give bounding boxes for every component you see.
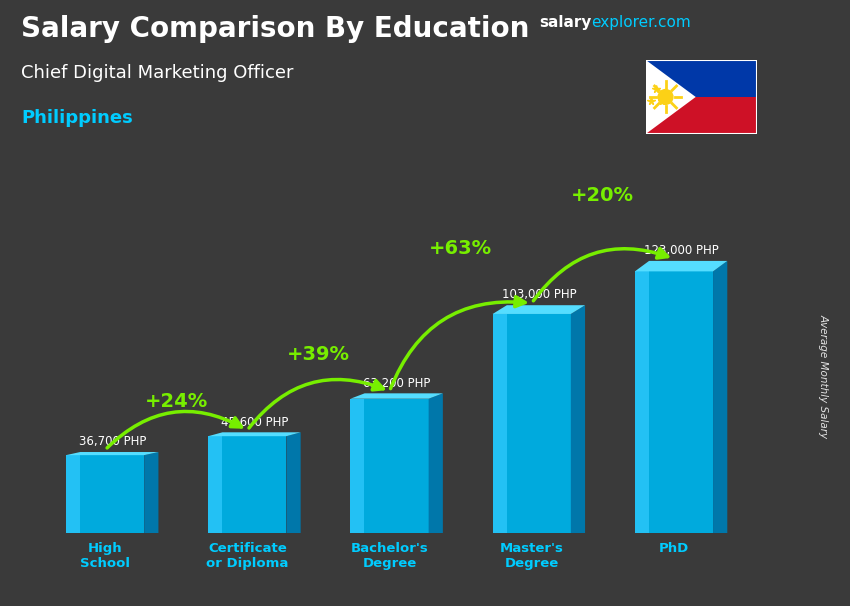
Polygon shape [350, 399, 428, 533]
Polygon shape [493, 314, 571, 533]
Polygon shape [646, 60, 756, 97]
Polygon shape [635, 271, 649, 533]
Polygon shape [208, 432, 301, 436]
Text: +39%: +39% [287, 345, 350, 364]
Polygon shape [635, 271, 713, 533]
Text: Salary Comparison By Education: Salary Comparison By Education [21, 15, 530, 43]
Polygon shape [635, 261, 728, 271]
Polygon shape [646, 60, 695, 134]
Polygon shape [286, 432, 301, 533]
Polygon shape [493, 305, 585, 314]
Polygon shape [713, 261, 728, 533]
Polygon shape [350, 393, 443, 399]
Polygon shape [208, 436, 286, 533]
Text: Chief Digital Marketing Officer: Chief Digital Marketing Officer [21, 64, 294, 82]
Text: 103,000 PHP: 103,000 PHP [502, 288, 576, 301]
Polygon shape [646, 97, 756, 134]
Text: Philippines: Philippines [21, 109, 133, 127]
Text: +20%: +20% [571, 186, 634, 205]
Polygon shape [66, 452, 158, 455]
Text: 36,700 PHP: 36,700 PHP [78, 435, 146, 448]
Polygon shape [350, 399, 365, 533]
Text: +24%: +24% [144, 391, 208, 411]
Text: salary: salary [540, 15, 592, 30]
Polygon shape [144, 452, 158, 533]
Polygon shape [571, 305, 585, 533]
Text: explorer.com: explorer.com [591, 15, 690, 30]
Text: Average Monthly Salary: Average Monthly Salary [819, 314, 829, 438]
Text: +63%: +63% [429, 239, 492, 258]
Polygon shape [208, 436, 223, 533]
Polygon shape [66, 455, 144, 533]
Text: 123,000 PHP: 123,000 PHP [643, 244, 718, 257]
Polygon shape [428, 393, 443, 533]
Circle shape [657, 89, 673, 105]
Polygon shape [493, 314, 507, 533]
Text: 63,200 PHP: 63,200 PHP [363, 376, 430, 390]
Polygon shape [66, 455, 80, 533]
Text: 45,600 PHP: 45,600 PHP [221, 416, 288, 428]
